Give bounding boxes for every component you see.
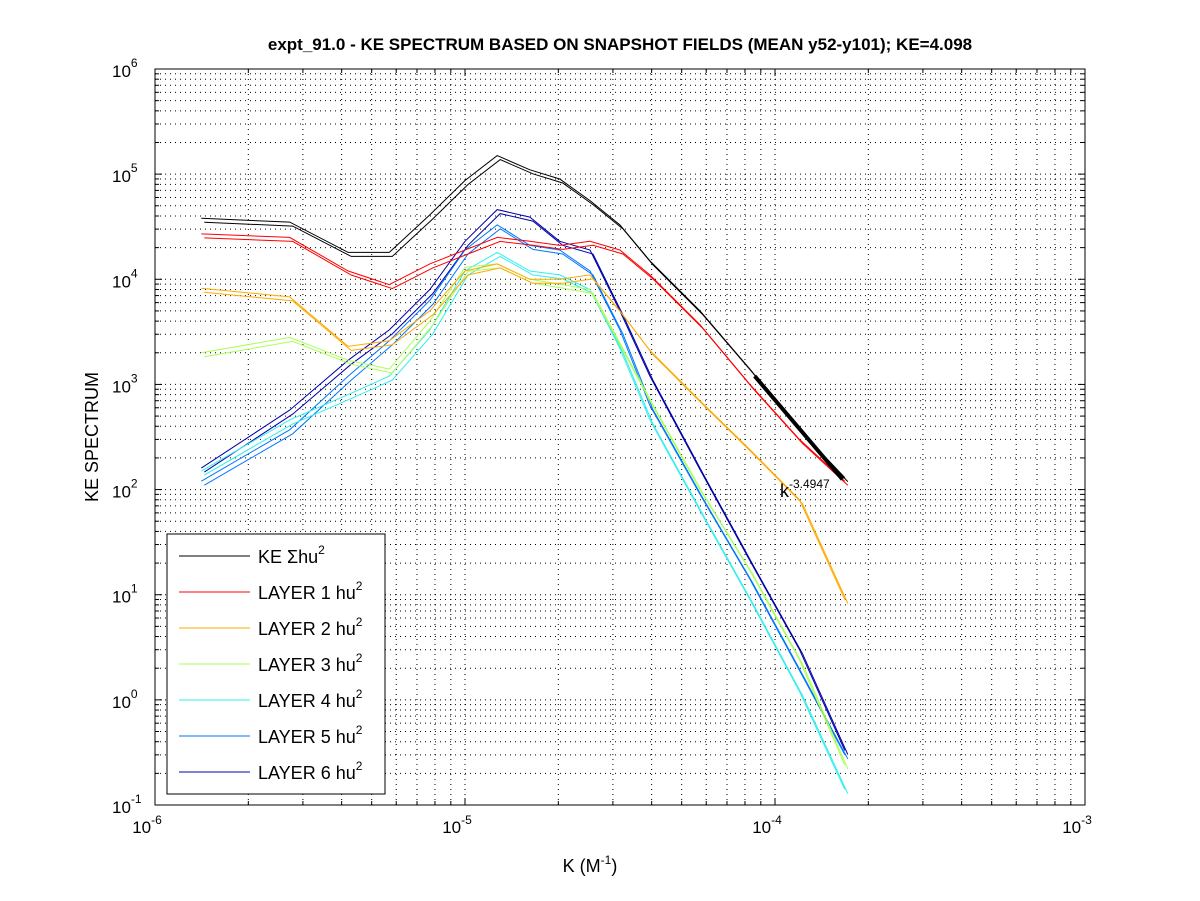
plot-frame <box>154 68 1086 806</box>
series-line-secondary <box>204 159 849 482</box>
y-tick-label: 10-1 <box>112 792 142 817</box>
x-tick-label: 10-5 <box>442 813 472 837</box>
chart-title: expt_91.0 - KE SPECTRUM BASED ON SNAPSHO… <box>268 35 972 54</box>
y-tick-label: 105 <box>112 161 138 186</box>
x-tick-label: 10-3 <box>1062 813 1092 837</box>
x-tick-label: 10-4 <box>752 813 782 837</box>
legend-entry: LAYER 6 hu2 <box>258 759 363 783</box>
series-line <box>201 251 846 790</box>
fit-label: k-3.4947 <box>780 477 830 501</box>
legend-entry: LAYER 5 hu2 <box>258 723 363 747</box>
series-line <box>201 209 846 751</box>
series-line-secondary <box>204 267 849 604</box>
legend-entry: LAYER 2 hu2 <box>258 615 363 639</box>
x-axis-label: K (M-1) <box>563 853 618 876</box>
legend-entry: LAYER 4 hu2 <box>258 687 363 711</box>
series-line <box>201 224 846 756</box>
series-line <box>201 263 846 600</box>
y-tick-label: 106 <box>112 56 138 81</box>
series-line-secondary <box>204 255 849 794</box>
y-tick-label: 101 <box>112 582 138 607</box>
fit-line-group: k-3.4947 <box>753 374 844 501</box>
legend: KE Σhu2 LAYER 1 hu2 LAYER 2 hu2 LAYER 3 hu2… <box>166 533 386 795</box>
tick-labels: 10-6 10-5 10-4 10-3 10-1 100 101 102 103 104 105 10… <box>112 56 1092 837</box>
series-line-secondary <box>204 213 849 755</box>
legend-entry: LAYER 3 hu2 <box>258 651 363 675</box>
legend-entry: LAYER 1 hu2 <box>258 579 363 603</box>
y-tick-label: 100 <box>112 687 138 712</box>
y-tick-label: 102 <box>112 477 138 502</box>
y-tick-label: 104 <box>112 266 138 291</box>
legend-entry: KE Σhu2 <box>258 543 325 567</box>
series-line-secondary <box>204 237 849 486</box>
y-axis-label: KE SPECTRUM <box>82 372 102 502</box>
fit-line <box>753 374 844 481</box>
series-line-secondary <box>204 267 849 770</box>
series-line-secondary <box>204 228 849 760</box>
series-lines <box>201 155 849 794</box>
series-line <box>201 233 846 482</box>
x-tick-label: 10-6 <box>132 813 162 837</box>
y-tick-label: 103 <box>112 371 138 396</box>
